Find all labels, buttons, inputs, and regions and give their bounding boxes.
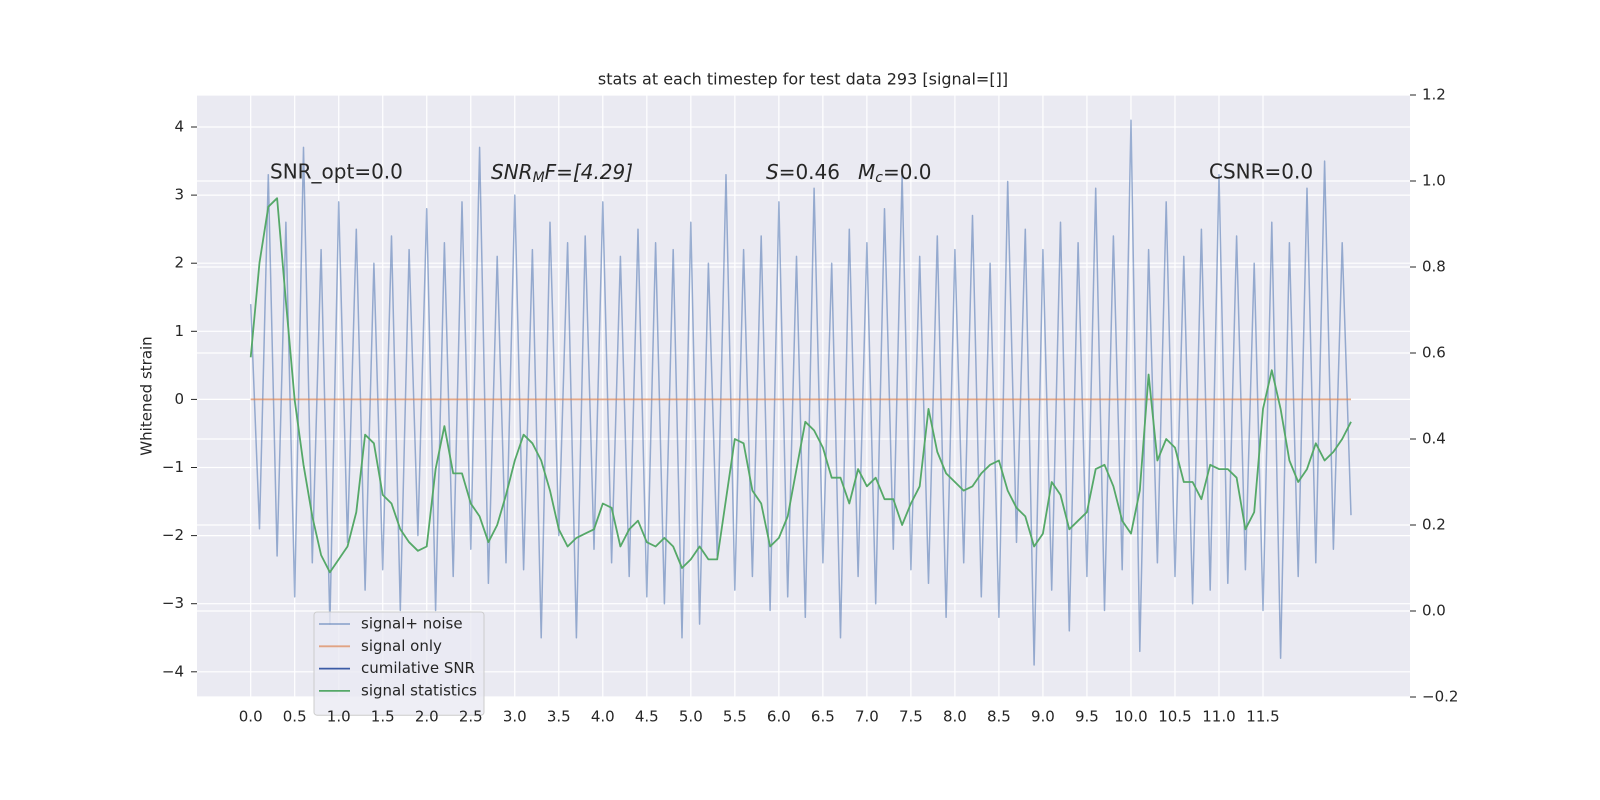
x-tick-label: 5.0 [679, 708, 703, 726]
series-line [249, 119, 1352, 666]
y-tick-label: 3 [174, 186, 184, 204]
legend-label: signal+ noise [361, 615, 463, 633]
y-tick-label: −2 [162, 526, 184, 544]
legend-label: signal statistics [361, 681, 477, 699]
y-tick-label: 0 [174, 390, 184, 408]
x-tick-label: 11.5 [1246, 708, 1279, 726]
x-tick-label: 0.0 [239, 708, 263, 726]
y-tick-label: −3 [162, 594, 184, 612]
y2-tick-label: 1.2 [1422, 86, 1446, 104]
y-tick-label: 1 [174, 322, 184, 340]
x-tick-label: 11.0 [1202, 708, 1235, 726]
x-tick-label: 7.0 [855, 708, 879, 726]
annotation: Mc=0.0 [858, 160, 932, 187]
y2-tick-label: 0.8 [1422, 258, 1446, 276]
annotation: CSNR=0.0 [1209, 160, 1313, 184]
x-tick-label: 0.5 [283, 708, 307, 726]
annotation: S=0.46 [766, 160, 840, 184]
x-tick-label: 2.5 [459, 708, 483, 726]
series-line [249, 197, 1352, 574]
legend-box [313, 611, 485, 716]
x-tick-label: 4.0 [591, 708, 615, 726]
annotation: SNR_opt=0.0 [270, 160, 403, 184]
x-tick-label: 7.5 [899, 708, 923, 726]
annotation-sub: c [875, 170, 883, 186]
annotation-part: F=[4.29] [545, 160, 633, 184]
legend-label: signal only [361, 637, 442, 655]
annotation-part: M [858, 160, 875, 184]
y2-tick-label: −0.2 [1422, 688, 1458, 706]
annotation-part: =0.46 [779, 160, 840, 184]
x-tick-label: 10.0 [1114, 708, 1147, 726]
y-tick-label: 4 [174, 118, 184, 136]
x-tick-label: 10.5 [1158, 708, 1191, 726]
annotation-part: SNR [491, 160, 533, 184]
y2-tick-label: 0.4 [1422, 430, 1446, 448]
x-tick-label: 2.0 [415, 708, 439, 726]
y2-tick-label: 0.0 [1422, 602, 1446, 620]
y-axis-label: Whitened strain [138, 336, 156, 455]
annotation-part: S [766, 160, 779, 184]
x-tick-label: 6.5 [811, 708, 835, 726]
x-tick-label: 9.5 [1075, 708, 1099, 726]
x-tick-label: 8.5 [987, 708, 1011, 726]
y2-tick-label: 0.6 [1422, 344, 1446, 362]
annotation: SNRMF=[4.29] [491, 160, 633, 187]
x-tick-label: 1.0 [327, 708, 351, 726]
y2-tick-label: 0.2 [1422, 516, 1446, 534]
y-tick-label: −1 [162, 458, 184, 476]
x-tick-label: 1.5 [371, 708, 395, 726]
x-tick-label: 5.5 [723, 708, 747, 726]
x-tick-label: 3.5 [547, 708, 571, 726]
legend-label: cumilative SNR [361, 659, 475, 677]
annotation-sub: M [533, 170, 545, 186]
annotation-part: =0.0 [883, 160, 932, 184]
x-tick-label: 8.0 [943, 708, 967, 726]
x-tick-label: 3.0 [503, 708, 527, 726]
y-tick-label: 2 [174, 254, 184, 272]
x-tick-label: 6.0 [767, 708, 791, 726]
y-tick-label: −4 [162, 662, 184, 680]
x-tick-label: 4.5 [635, 708, 659, 726]
x-tick-label: 9.0 [1031, 708, 1055, 726]
plot-area [197, 95, 1410, 697]
y2-tick-label: 1.0 [1422, 172, 1446, 190]
chart-title: stats at each timestep for test data 293… [598, 70, 1008, 89]
